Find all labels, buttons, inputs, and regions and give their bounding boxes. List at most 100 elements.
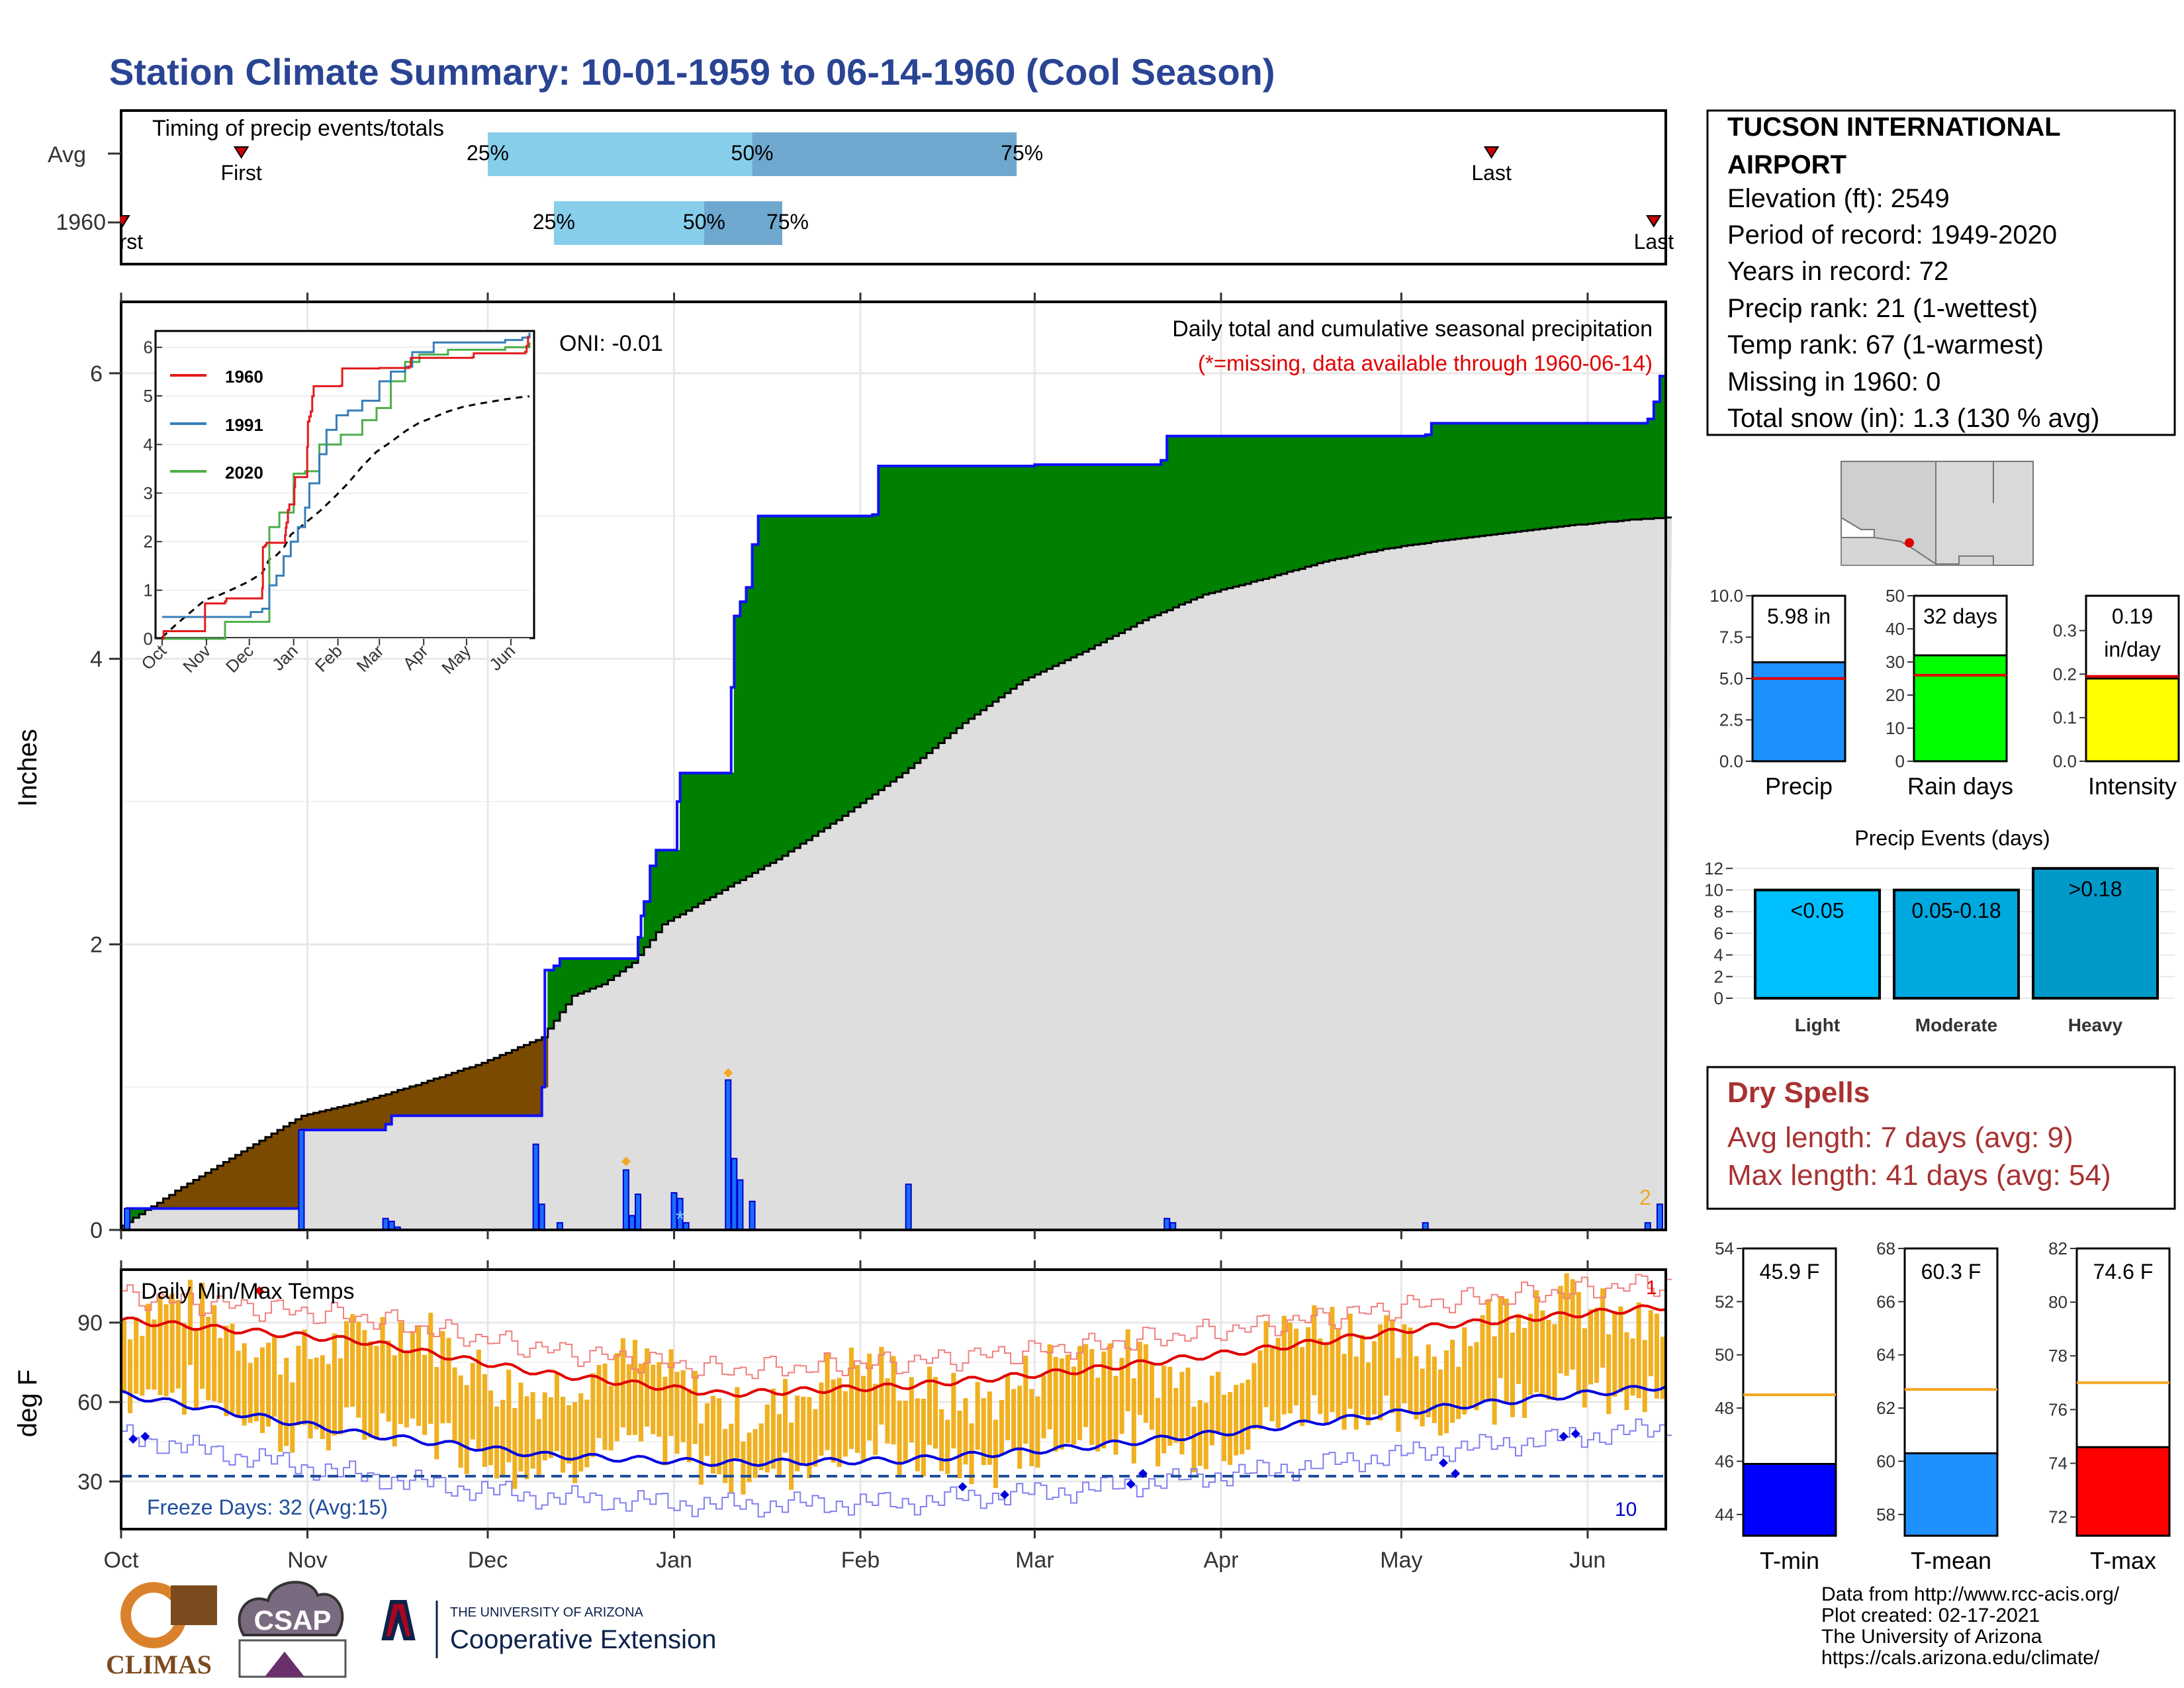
daily-temp-bar: [1281, 1315, 1287, 1415]
daily-precip-bar: [622, 1169, 629, 1231]
daily-temp-bar: [674, 1372, 680, 1454]
daily-temp-bar: [452, 1367, 457, 1442]
daily-temp-bar: [1131, 1378, 1136, 1464]
daily-temp-bar: [1059, 1358, 1064, 1450]
temp-y-tick-label: 30: [77, 1470, 103, 1495]
daily-temp-bar: [1408, 1327, 1413, 1413]
daily-temp-bar: [735, 1387, 740, 1459]
daily-temp-bar: [1546, 1319, 1551, 1400]
inset-series-1960: [162, 336, 529, 640]
daily-temp-bar: [1005, 1374, 1011, 1440]
summary-bar: [1751, 661, 1846, 763]
daily-temp-bar: [578, 1393, 584, 1472]
daily-temp-bar: [1203, 1403, 1208, 1470]
daily-temp-bar: [1089, 1348, 1095, 1445]
daily-temp-bar: [410, 1331, 416, 1419]
daily-temp-bar: [446, 1338, 451, 1423]
footer: CLIMAS CSAP THE UNIVERSITY OF ARIZONA Co…: [106, 1581, 2120, 1679]
daily-temp-bar: [1660, 1336, 1665, 1399]
daily-temp-bar: [764, 1404, 770, 1473]
daily-temp-bar: [332, 1333, 337, 1436]
daily-temp-bar: [326, 1364, 331, 1451]
summary-bar: [1913, 654, 2008, 763]
daily-temp-bar: [368, 1341, 373, 1438]
daily-temp-bar: [1125, 1329, 1130, 1411]
inset-y-tick-label: 6: [144, 338, 153, 357]
daily-temp-bar: [957, 1410, 962, 1479]
temp-summary-y-tick-label: 54: [1715, 1239, 1734, 1258]
precip-corner-count: 2: [1639, 1186, 1651, 1209]
footer-line1: Data from http://www.rcc-acis.org/: [1821, 1583, 2120, 1605]
daily-temp-bar: [1486, 1299, 1491, 1401]
daily-temp-bar: [1173, 1387, 1179, 1443]
daily-temp-bar: [248, 1363, 253, 1423]
daily-temp-bar: [302, 1329, 307, 1425]
daily-temp-bar: [807, 1397, 812, 1479]
daily-temp-bar: [981, 1398, 986, 1466]
daily-temp-bar: [1149, 1363, 1155, 1430]
daily-temp-bar: [1287, 1322, 1293, 1414]
daily-temp-bar: [993, 1419, 998, 1488]
daily-temp-bar: [152, 1319, 157, 1390]
inset-y-tick-label: 2: [144, 532, 153, 551]
timing-bar-lower: [553, 201, 704, 245]
daily-temp-bar: [1300, 1346, 1305, 1427]
daily-temp-bar: [1534, 1290, 1539, 1393]
daily-temp-bar: [1269, 1348, 1275, 1422]
legend-label-1991: 1991: [225, 415, 263, 435]
locator-map: [1841, 461, 2034, 566]
daily-temp-bar: [963, 1398, 968, 1465]
daily-temp-bar: [1053, 1356, 1058, 1452]
temp-summary-y-tick-label: 76: [2048, 1399, 2068, 1419]
daily-temp-bar: [909, 1377, 914, 1443]
daily-temp-bar: [1437, 1369, 1443, 1436]
ua-logo-big: Cooperative Extension: [450, 1625, 716, 1654]
daily-temp-bar: [770, 1388, 776, 1469]
daily-temp-bar: [224, 1325, 229, 1417]
temp-summary-value-label: 45.9 F: [1760, 1260, 1820, 1284]
daily-temp-bar: [1443, 1350, 1449, 1434]
inset-frame: [154, 330, 535, 639]
daily-temp-bar: [272, 1336, 277, 1417]
daily-temp-bar: [338, 1358, 343, 1434]
daily-temp-bar: [1065, 1354, 1070, 1444]
timing-marker-label: Last: [1634, 230, 1674, 254]
daily-precip-bar: [1656, 1203, 1663, 1231]
daily-temp-bar: [1246, 1380, 1251, 1450]
daily-temp-bar: [1234, 1384, 1239, 1456]
daily-temp-bar: [873, 1383, 878, 1456]
station-missing: Missing in 1960: 0: [1727, 367, 1940, 397]
ua-logo-a: [381, 1600, 416, 1640]
daily-temp-bar: [404, 1351, 409, 1428]
daily-temp-bar: [608, 1385, 614, 1451]
precip-y-tick-label: 2: [90, 933, 103, 958]
daily-temp-bar: [1077, 1346, 1083, 1440]
daily-precip-bar: [538, 1203, 545, 1231]
precip-y-tick-label: 0: [90, 1218, 103, 1243]
daily-temp-bar: [789, 1423, 794, 1490]
daily-temp-bar: [259, 1347, 265, 1433]
temp-summary-y-tick-label: 60: [1876, 1451, 1895, 1471]
daily-temp-bar: [1167, 1366, 1173, 1446]
record-low-marker: [1126, 1479, 1136, 1489]
temp-summary-category-label: T-max: [2090, 1547, 2156, 1574]
freeze-days-label: Freeze Days: 32 (Avg:15): [147, 1495, 388, 1519]
daily-temp-bar: [458, 1375, 463, 1468]
inset-legend: 1960 1991 2020: [170, 367, 263, 483]
daily-temp-bar: [951, 1373, 956, 1449]
daily-temp-bar: [1041, 1375, 1046, 1438]
daily-temp-bar: [584, 1399, 590, 1468]
daily-temp-bar: [128, 1339, 133, 1413]
daily-temp-bar: [927, 1366, 933, 1445]
daily-temp-bar: [488, 1390, 494, 1466]
summary-y-tick-label: 0.3: [2053, 621, 2077, 641]
daily-temp-bar: [747, 1432, 752, 1483]
summary-y-tick-label: 0: [1895, 751, 1905, 771]
daily-temp-bar: [1209, 1376, 1214, 1446]
month-axis: Oct Nov Dec Jan Feb Mar Apr May Jun: [104, 1260, 1606, 1573]
daily-temp-bar: [933, 1377, 938, 1449]
daily-precip-bar: [1163, 1217, 1171, 1231]
